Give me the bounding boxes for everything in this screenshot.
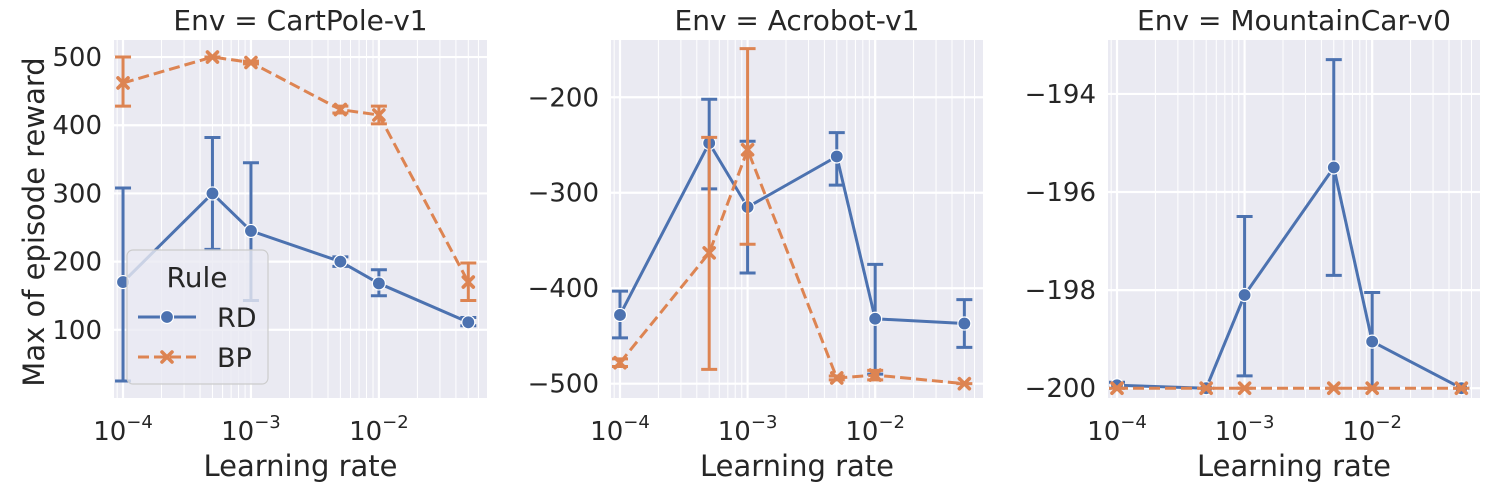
data-point: [243, 223, 259, 239]
legend-label-BP: BP: [217, 343, 252, 374]
data-point: [702, 246, 716, 260]
x-axis-label: Learning rate: [203, 449, 397, 483]
y-tick-label: −194: [1025, 80, 1096, 110]
y-tick-label: 300: [52, 179, 102, 209]
y-tick-label: −200: [1025, 374, 1096, 404]
chart-title: Env = MountainCar-v0: [1137, 4, 1451, 37]
data-point: [1110, 381, 1124, 395]
series-line: [121, 191, 469, 324]
data-point: [1454, 381, 1469, 395]
series-line: [618, 148, 965, 386]
legend-title: Rule: [167, 261, 228, 294]
y-tick-label: −300: [528, 179, 599, 209]
data-point: [957, 316, 972, 331]
y-axis-label: Max of episode reward: [17, 57, 51, 386]
y-tick-label: −196: [1025, 178, 1096, 208]
legend-marker-BP: [160, 350, 174, 364]
plot-background: [1108, 40, 1480, 398]
data-point: [1365, 334, 1380, 349]
chart-panel-2: 10−4 10−3 10−2 −200 −300 −400 −500 Env = Acrobo…: [528, 4, 983, 483]
x-tick-label: 10−2: [845, 412, 905, 447]
series-BP: [115, 50, 477, 302]
x-axis-label: Learning rate: [700, 449, 894, 483]
panels: 10−4 10−3 10−2 100 200 300 400 500 Env = CartPol…: [52, 4, 1480, 483]
series-line: [122, 55, 470, 283]
y-tick-label: −198: [1025, 276, 1096, 306]
data-point: [333, 254, 348, 269]
data-point: [868, 311, 883, 326]
y-tick-label: −500: [528, 370, 599, 400]
data-point: [1237, 381, 1252, 395]
x-tick-label: 10−3: [1215, 412, 1275, 447]
data-point: [116, 76, 130, 90]
chart-panel-1: 10−4 10−3 10−2 100 200 300 400 500 Env = CartPol…: [52, 4, 487, 483]
data-point: [1326, 381, 1341, 395]
x-tick-label: 10−4: [1087, 412, 1147, 447]
data-point: [372, 108, 386, 122]
data-point: [371, 276, 386, 291]
y-tick-label: 200: [52, 248, 102, 278]
x-tick-label: 10−2: [1342, 412, 1402, 447]
data-point: [244, 55, 258, 70]
data-point: [829, 371, 844, 385]
y-tick-label: 100: [52, 316, 102, 346]
chart-title: Env = CartPole-v1: [173, 4, 427, 37]
data-point: [205, 186, 220, 201]
x-tick-label: 10−4: [590, 412, 650, 447]
x-tick-label: 10−3: [718, 412, 778, 447]
legend-marker-RD: [159, 309, 175, 325]
data-point: [612, 307, 628, 323]
series-line: [618, 141, 965, 325]
y-tick-label: −400: [528, 274, 599, 304]
legend-label-RD: RD: [217, 303, 257, 334]
series-BP: [612, 47, 973, 391]
data-point: [1237, 287, 1252, 303]
data-point: [333, 102, 348, 117]
data-point: [613, 355, 627, 370]
data-point: [461, 315, 476, 330]
data-point: [957, 376, 972, 391]
chart-title: Env = Acrobot-v1: [675, 4, 920, 37]
x-axis-label: Learning rate: [1197, 449, 1391, 483]
series-BP: [1109, 381, 1470, 395]
legend: Rule RD BP: [126, 249, 269, 385]
x-tick-label: 10−2: [349, 412, 409, 447]
chart-panel-3: 10−4 10−3 10−2 −194 −196 −198 −200 Env = Mounta…: [1025, 4, 1480, 483]
data-point: [868, 368, 882, 382]
data-point: [829, 149, 844, 164]
data-point: [205, 50, 220, 64]
data-point: [740, 142, 755, 157]
data-point: [1326, 160, 1341, 175]
x-tick-label: 10−4: [93, 412, 153, 447]
y-tick-label: 400: [52, 111, 102, 141]
y-tick-label: 500: [52, 43, 102, 73]
plot-background: [611, 40, 983, 398]
data-point: [461, 275, 476, 289]
data-point: [1199, 381, 1213, 395]
x-tick-label: 10−3: [221, 412, 281, 447]
y-tick-label: −200: [528, 83, 599, 113]
data-point: [1365, 381, 1379, 395]
series-RD: [115, 136, 477, 383]
